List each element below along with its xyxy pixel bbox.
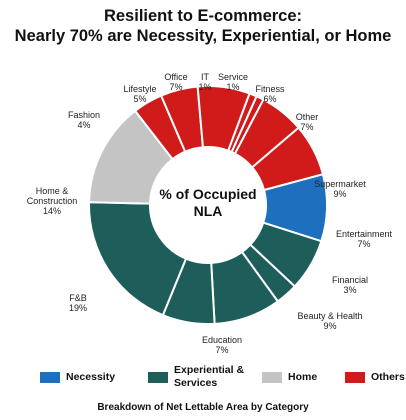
- label-fitness: Fitness 6%: [255, 84, 285, 104]
- legend-label-necessity: Necessity: [66, 371, 116, 383]
- chart-title-line1: Resilient to E-commerce:: [103, 7, 303, 25]
- donut-chart: Supermarket 9% Entertainment 7% Financial 3% B…: [27, 72, 393, 355]
- legend-label-others: Others: [371, 371, 405, 383]
- label-office: Office 7%: [164, 72, 187, 92]
- legend-swatch-experiential: [148, 372, 168, 383]
- label-f-b: F&B 19%: [69, 293, 87, 313]
- chart-footnote: Breakdown of Net Lettable Area by Catego…: [97, 402, 309, 413]
- legend: Necessity Experiential & Services Home O…: [0, 362, 406, 392]
- label-it: IT 1%: [198, 72, 211, 92]
- label-lifestyle: Lifestyle 5%: [123, 84, 156, 104]
- label-home-construction: Home & Construction 14%: [27, 186, 78, 216]
- slice-other: [250, 126, 325, 192]
- legend-label-home: Home: [288, 371, 318, 383]
- chart-title: Resilient to E-commerce: Nearly 70% are …: [0, 6, 406, 46]
- legend-label-experiential: Experiential & Services: [174, 364, 245, 389]
- label-financial: Financial 3%: [332, 275, 368, 295]
- label-beauty-health: Beauty & Health 9%: [297, 311, 362, 331]
- label-supermarket: Supermarket 9%: [314, 179, 366, 199]
- label-fashion: Fashion 4%: [68, 110, 100, 130]
- label-education: Education 7%: [202, 335, 242, 355]
- legend-swatch-others: [345, 372, 365, 383]
- center-label: % of Occupied NLA: [159, 186, 256, 219]
- legend-swatch-necessity: [40, 372, 60, 383]
- label-entertainment: Entertainment 7%: [336, 229, 393, 249]
- chart-title-line2: Nearly 70% are Necessity, Experiential, …: [14, 27, 392, 45]
- legend-swatch-home: [262, 372, 282, 383]
- label-other: Other 7%: [296, 112, 319, 132]
- label-service: Service 1%: [218, 72, 248, 92]
